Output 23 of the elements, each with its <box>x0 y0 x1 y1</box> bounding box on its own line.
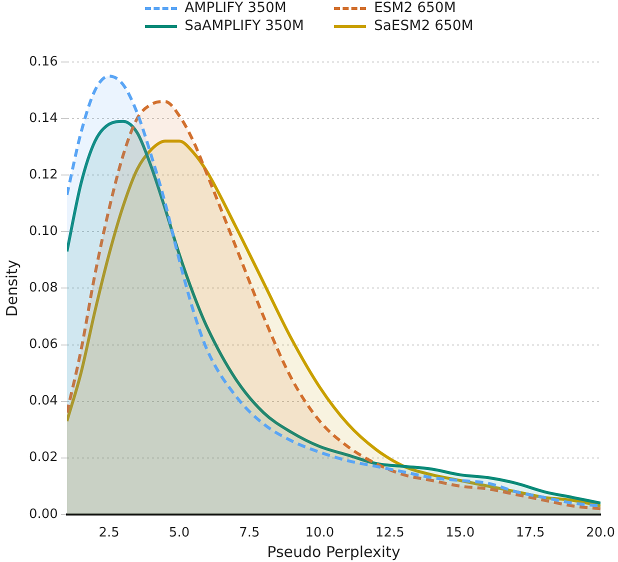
x-tick-label: 17.5 <box>516 526 545 541</box>
legend-label: SaESM2 650M <box>374 18 474 34</box>
y-tick-label: 0.02 <box>28 450 58 466</box>
y-tick-label: 0.04 <box>28 394 58 409</box>
y-tick-label: 0.16 <box>28 54 58 70</box>
x-tick-label: 15.0 <box>446 526 475 541</box>
y-tick-label: 0.12 <box>28 167 58 182</box>
y-tick-label: 0.08 <box>28 280 58 296</box>
y-tick-label: 0.00 <box>28 506 58 522</box>
y-tick-label: 0.06 <box>28 337 58 352</box>
x-tick-label: 5.0 <box>168 526 190 541</box>
y-tick-label: 0.10 <box>28 224 58 240</box>
x-tick-label: 10.0 <box>305 526 334 541</box>
x-tick-label: 20.0 <box>586 526 616 541</box>
x-tick-label: 7.5 <box>239 526 260 541</box>
y-axis-title: Density <box>2 260 21 317</box>
legend-label: AMPLIFY 350M <box>184 0 286 16</box>
legend-label: ESM2 650M <box>374 0 456 16</box>
legend-label: SaAMPLIFY 350M <box>184 18 304 34</box>
y-tick-label: 0.14 <box>28 110 58 126</box>
x-tick-label: 2.5 <box>98 526 120 541</box>
x-tick-label: 12.5 <box>375 526 404 541</box>
x-axis-title: Pseudo Perplexity <box>267 542 400 561</box>
